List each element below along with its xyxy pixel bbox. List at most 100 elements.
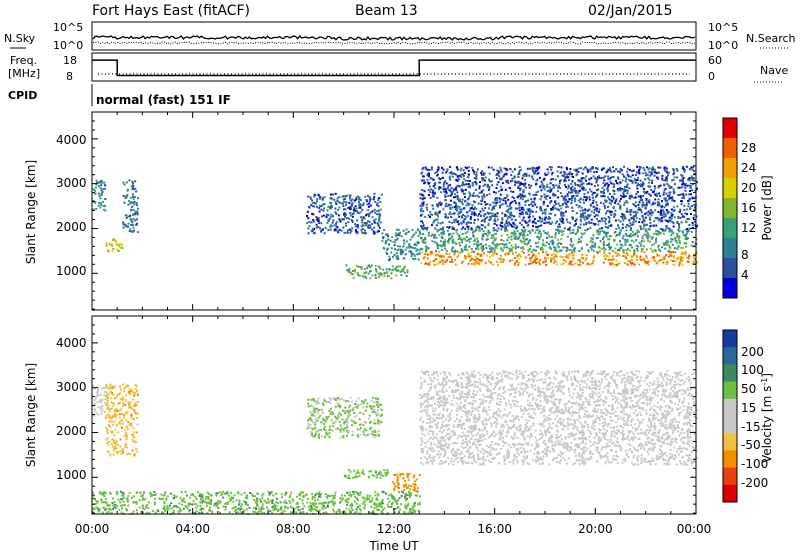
power-cells-cell-9 <box>519 183 522 186</box>
power-cells-cell-9 <box>455 173 458 176</box>
power-cells-cell-7 <box>654 250 657 253</box>
power-cells-cell-7 <box>424 238 427 241</box>
power-cells-cell-6 <box>491 263 494 266</box>
power-cells-cell-9 <box>518 171 521 174</box>
vel-cells-cell-5 <box>450 460 452 463</box>
power-cells-cell-9 <box>509 168 512 171</box>
vel-cells-cell-1 <box>117 402 120 405</box>
vel-cells-cell-2 <box>306 427 309 430</box>
power-cells-cell-8 <box>495 224 498 227</box>
power-cells-cell-7 <box>535 229 538 232</box>
power-cells-cell-3 <box>367 209 370 212</box>
vel-cells-cell-0 <box>101 387 104 390</box>
power-cells-cell-8 <box>668 228 671 231</box>
power-cells-cell-8 <box>490 215 493 217</box>
power-cells-cell-3 <box>347 207 350 209</box>
noise-right-label: N.Search <box>746 32 796 45</box>
power-cells-cell-3 <box>307 232 310 235</box>
power-cells-cell-9 <box>555 184 558 187</box>
vel-cells-cell-2 <box>316 399 319 402</box>
power-cells-cell-3 <box>349 212 352 215</box>
vel-cells-cell-2 <box>307 402 310 405</box>
vel-cells-cell-2 <box>347 409 350 412</box>
power-cells-cell-8 <box>526 221 529 224</box>
power-cells-cell-6 <box>639 255 642 258</box>
vel-cells-cell-2 <box>329 407 332 410</box>
power-cells-cell-9 <box>679 179 682 182</box>
vel-cells-cell-1 <box>108 387 111 390</box>
power-cells-cell-9 <box>507 198 510 201</box>
power-cells-cell-8 <box>471 204 474 207</box>
power-cells-cell-9 <box>543 196 546 199</box>
vel-cells-cell-1 <box>122 383 125 386</box>
power-cells-cell-6 <box>577 259 580 262</box>
power-cells-cell-9 <box>482 177 485 180</box>
vel-cells-cell-5 <box>575 426 578 429</box>
power-cells-cell-7 <box>625 249 628 252</box>
power-cells-cell-6 <box>435 254 438 256</box>
power-cells-cell-7 <box>646 232 649 235</box>
power-cells-cell-8 <box>489 212 492 215</box>
power-cells-cell-9 <box>549 191 552 193</box>
power-cells-cell-8 <box>422 227 425 230</box>
power-cells-cell-8 <box>607 205 609 208</box>
power-cells-cell-9 <box>638 168 641 171</box>
power-cells-cell-9 <box>629 179 632 182</box>
power-cells-cell-5 <box>390 251 393 254</box>
vel-cells-cell-5 <box>469 452 472 455</box>
power-cells-cell-9 <box>518 195 520 197</box>
vel-cells-cell-1 <box>133 394 135 397</box>
power-cells-cell-9 <box>645 199 648 202</box>
power-cells-cell-6 <box>695 261 698 263</box>
power-cells-cell-8 <box>448 204 451 207</box>
power-cells-cell-9 <box>427 189 430 192</box>
vel-cells-cell-0 <box>94 409 97 412</box>
vel-cells-cell-3 <box>376 476 379 479</box>
power-cells-cell-6 <box>597 251 600 254</box>
power-cells-cell-7 <box>580 248 583 251</box>
power-cells-cell-3 <box>331 221 334 224</box>
power-cells-cell-7 <box>624 241 627 244</box>
power-cells-cell-9 <box>647 168 650 171</box>
power-cells-cell-1 <box>115 241 118 244</box>
power-cells-cell-3 <box>358 198 361 201</box>
power-cells-cell-9 <box>554 178 557 181</box>
power-cells-cell-9 <box>642 182 645 185</box>
vel-cells-cell-2 <box>310 410 313 413</box>
power-cells-cell-7 <box>600 248 603 251</box>
power-cells-cell-8 <box>524 204 527 207</box>
power-cells-cell-7 <box>556 250 559 253</box>
power-cells-cell-3 <box>312 220 315 223</box>
power-cells-cell-9 <box>577 167 580 170</box>
vel-cells-cell-1 <box>108 410 111 413</box>
power-cells-cell-6 <box>504 253 507 256</box>
power-cells-cell-8 <box>510 224 513 227</box>
power-cells-cell-9 <box>615 168 618 170</box>
power-cells-cell-9 <box>444 190 447 193</box>
power-cells-cell-9 <box>498 197 501 200</box>
power-cells-cell-7 <box>433 241 436 244</box>
vel-cells-cell-2 <box>368 414 371 417</box>
vel-cells-cell-2 <box>339 430 342 433</box>
power-cells-cell-7 <box>438 234 441 237</box>
power-cells-cell-2 <box>124 214 127 217</box>
power-cells-cell-9 <box>576 194 579 197</box>
power-cells-cell-9 <box>668 194 671 197</box>
vel-cells-cell-5 <box>467 462 470 465</box>
power-cells-cell-8 <box>492 227 495 230</box>
vel-cells-cell-2 <box>311 434 313 437</box>
power-cells-cell-9 <box>455 189 458 192</box>
power-cells-cell-8 <box>436 205 439 208</box>
power-cells-cell-4 <box>360 266 363 269</box>
power-cells-cell-9 <box>612 176 615 178</box>
power-cells-cell-9 <box>657 166 660 169</box>
power-cells-cell-9 <box>667 171 670 174</box>
power-cells-cell-9 <box>600 168 603 171</box>
power-cells-cell-6 <box>658 254 660 257</box>
power-cells-cell-7 <box>603 240 605 243</box>
power-cells-cell-7 <box>642 248 645 251</box>
power-cells-cell-5 <box>390 247 393 250</box>
power-cells-cell-8 <box>503 223 506 226</box>
power-cells-cell-6 <box>433 259 436 261</box>
power-cells-cell-6 <box>688 255 690 257</box>
